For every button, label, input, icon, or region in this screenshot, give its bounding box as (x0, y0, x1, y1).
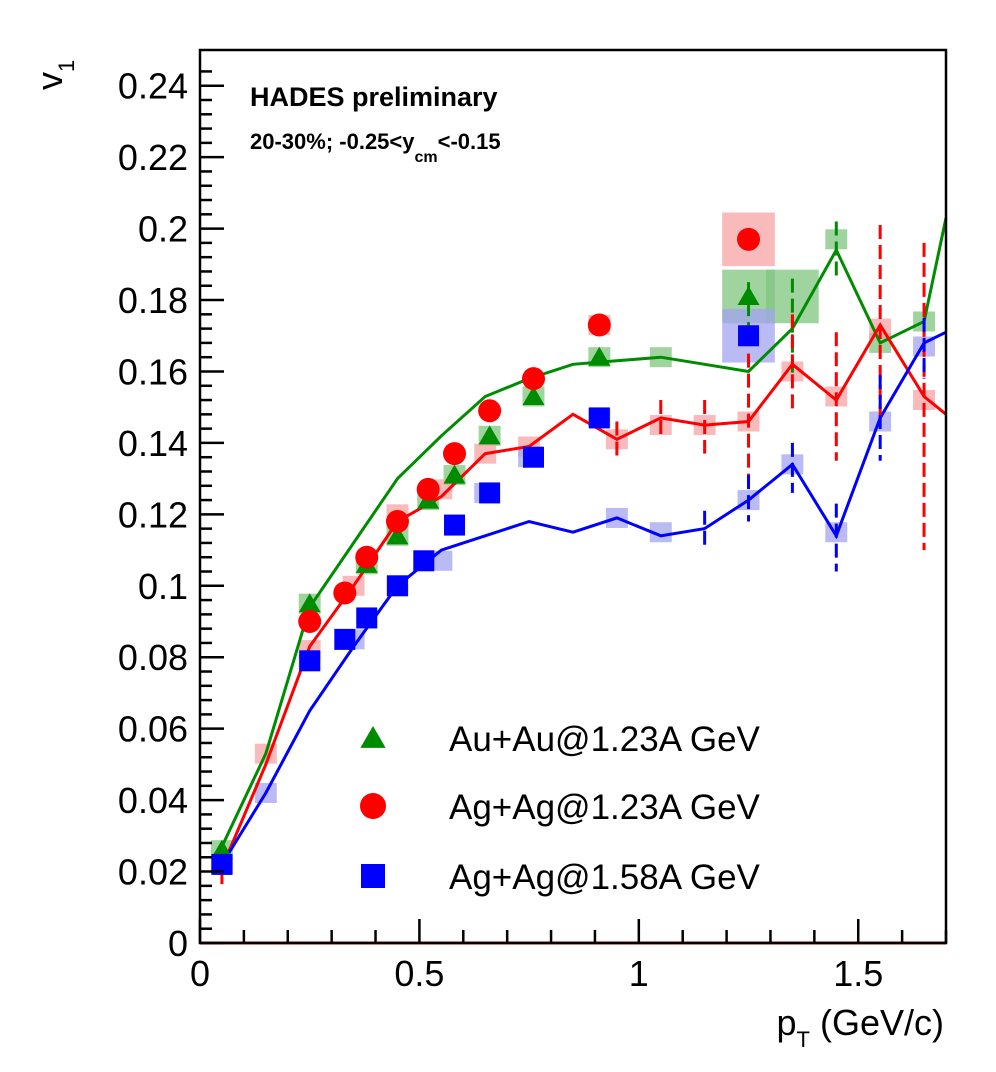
centrality-label: 20-30%; -0.25<y (250, 129, 415, 154)
point-s1-8 (587, 313, 611, 337)
sys-box-s0-12 (825, 229, 848, 250)
rapidity-tail: <-0.15 (438, 129, 501, 154)
legend-label-2: Ag+Ag@1.58A GeV (449, 858, 761, 897)
legend-marker-0 (360, 725, 386, 748)
point-s1-5 (443, 442, 467, 466)
point-s0-3 (386, 525, 409, 545)
point-s0-5 (443, 464, 466, 484)
point-s1-7 (522, 367, 546, 391)
y-axis-subscript: 1 (54, 60, 79, 72)
point-s2-10 (738, 325, 760, 347)
y-tick-label: 0 (168, 923, 188, 964)
point-s2-9 (588, 407, 610, 429)
y-tick-label: 0.16 (118, 351, 188, 392)
point-s2-8 (523, 446, 545, 468)
legend-label-1: Ag+Ag@1.23A GeV (449, 788, 761, 827)
legend: Au+Au@1.23A GeV Ag+Ag@1.23A GeV Ag+Ag@1.58… (360, 720, 761, 897)
x-tick-label: 1.5 (833, 953, 883, 994)
header-subtitle: 20-30%; -0.25<ycm<-0.15 (250, 129, 501, 166)
point-s2-6 (444, 514, 466, 536)
point-s1-1 (333, 581, 357, 605)
point-s0-8 (588, 346, 611, 366)
point-s0-6 (478, 425, 501, 445)
y-tick-label: 0.22 (118, 137, 188, 178)
point-s2-1 (299, 650, 321, 672)
point-s1-2 (355, 545, 379, 569)
x-tick-label: 1 (629, 953, 649, 994)
curve-series-2 (220, 330, 947, 866)
sys-box-s1-17 (913, 390, 936, 411)
rapidity-subscript: cm (415, 149, 438, 166)
y-axis-symbol: v (29, 72, 70, 90)
point-s2-0 (211, 853, 233, 875)
header-title: HADES preliminary (250, 82, 498, 112)
y-tick-label: 0.1 (138, 566, 188, 607)
y-tick-label: 0.04 (118, 780, 188, 821)
y-tick-label: 0.24 (118, 66, 188, 107)
plot-frame (198, 48, 948, 945)
error-bars (220, 221, 926, 886)
point-s1-6 (478, 399, 502, 423)
point-s0-1 (298, 593, 321, 613)
y-tick-label: 0.08 (118, 637, 188, 678)
y-tick-label: 0.2 (138, 209, 188, 250)
x-axis-title: pT (GeV/c) (777, 1002, 945, 1052)
y-tick-label: 0.06 (118, 709, 188, 750)
point-s2-3 (356, 607, 378, 629)
legend-marker-1 (360, 793, 386, 819)
x-axis-unit: (GeV/c) (810, 1002, 944, 1043)
point-s2-7 (479, 482, 501, 504)
data-points (210, 227, 761, 875)
y-tick-label: 0.14 (118, 423, 188, 464)
point-s1-4 (416, 477, 440, 501)
point-s1-0 (298, 610, 322, 634)
tick-labels: 0 0.5 1 1.5 0 0.02 0.04 0.06 0.08 0.1 0.12 0.14 0.16… (118, 66, 883, 994)
point-s2-2 (334, 628, 356, 650)
point-s1-9 (737, 227, 761, 251)
sys-box-s2-10 (649, 522, 672, 543)
y-tick-label: 0.18 (118, 280, 188, 321)
point-s1-3 (385, 510, 409, 534)
x-axis-symbol: p (777, 1002, 797, 1043)
x-tick-label: 0 (190, 953, 210, 994)
legend-marker-2 (361, 864, 385, 888)
x-axis-subscript: T (797, 1027, 810, 1052)
x-tick-label: 0.5 (394, 953, 444, 994)
point-s0-9 (737, 286, 760, 306)
legend-label-0: Au+Au@1.23A GeV (449, 720, 761, 759)
point-s0-7 (522, 386, 545, 406)
y-tick-label: 0.12 (118, 494, 188, 535)
point-s2-5 (413, 550, 435, 572)
axis-ticks (198, 70, 948, 945)
point-s2-4 (386, 575, 408, 597)
y-tick-label: 0.02 (118, 852, 188, 893)
y-axis-title: v1 (29, 60, 79, 90)
